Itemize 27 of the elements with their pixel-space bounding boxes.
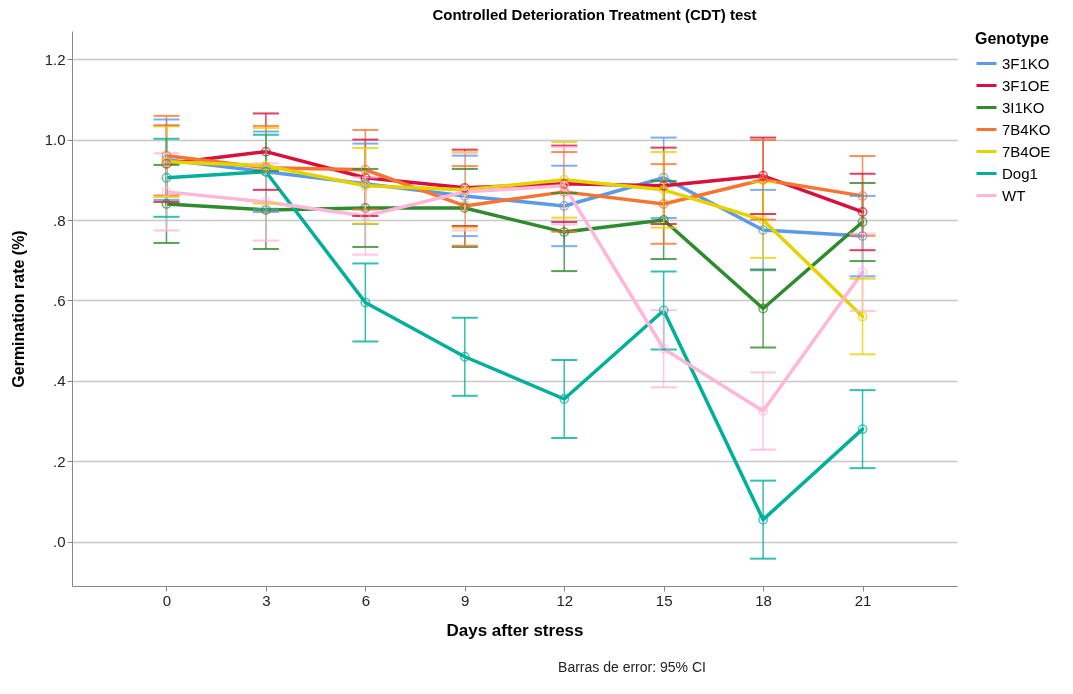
x-tick-label: 0 (162, 591, 172, 609)
legend-label: WT (1002, 186, 1026, 204)
x-tick-label: 18 (755, 591, 772, 609)
x-tick-label: 21 (854, 591, 872, 609)
y-tick-label: .6 (52, 291, 66, 309)
x-tick-label: 6 (361, 591, 371, 609)
legend-label: 3F1OE (1002, 76, 1050, 94)
x-tick-label: 3 (262, 591, 271, 609)
y-tick-label: .8 (52, 211, 66, 229)
x-tick-label: 15 (655, 591, 673, 609)
text: Barras de error: 95% CI (558, 659, 706, 675)
legend-label: 7B4KO (1002, 120, 1051, 138)
legend-label: 7B4OE (1002, 142, 1051, 160)
legend-title: Genotype (975, 30, 1049, 47)
x-axis-title: Days after stress (446, 620, 584, 640)
y-tick-label: 1.2 (44, 50, 66, 68)
y-tick-label: .0 (52, 533, 66, 551)
y-axis-title: Germination rate (%) (9, 230, 27, 388)
x-tick-label: 12 (556, 591, 574, 609)
legend-label: Dog1 (1002, 164, 1038, 182)
chart-title: Controlled Deterioration Treatment (CDT) test (432, 6, 757, 23)
y-tick-label: .4 (52, 372, 66, 390)
y-tick-label: 1.0 (44, 131, 66, 149)
legend-label: 3F1KO (1002, 54, 1050, 72)
y-tick-label: .2 (52, 452, 66, 470)
legend-label: 3I1KO (1002, 98, 1045, 116)
x-tick-label: 9 (461, 591, 470, 609)
